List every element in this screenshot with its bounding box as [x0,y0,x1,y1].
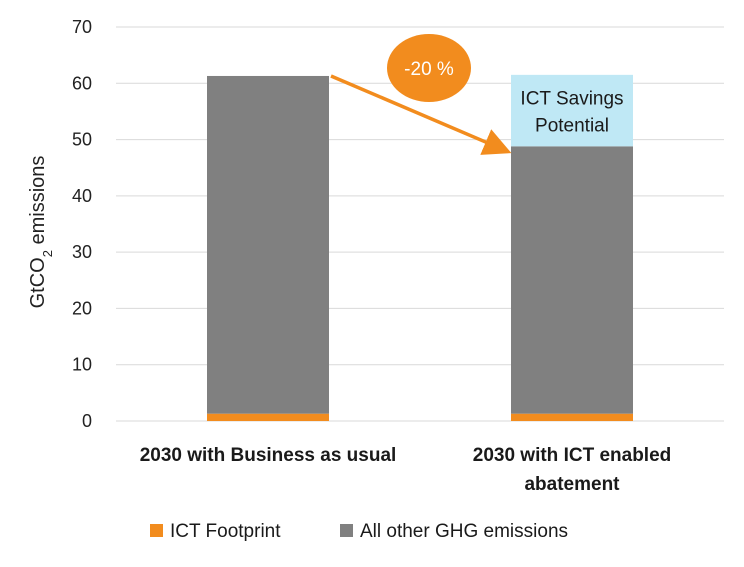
legend-label: ICT Footprint [170,521,281,542]
x-axis-categories: 2030 with Business as usual 2030 with ICT… [140,445,672,495]
bar-segment [207,413,329,421]
y-tick-label: 10 [72,355,92,375]
y-axis-ticks: 0 10 20 30 40 50 60 70 [72,17,92,431]
y-tick-label: 50 [72,130,92,150]
legend-swatch [340,524,353,537]
y-tick-label: 40 [72,186,92,206]
legend-label: All other GHG emissions [360,521,568,542]
bar-segment [511,413,633,421]
y-axis-label-main: GtCO [27,257,49,308]
legend-swatch [150,524,163,537]
y-tick-label: 70 [72,17,92,37]
y-tick-label: 20 [72,298,92,318]
y-axis-label: GtCO2 emissions [27,156,55,309]
bar-segment [207,75,329,414]
legend: ICT Footprint All other GHG emissions [150,521,568,542]
y-tick-label: 60 [72,73,92,93]
bar-segment [511,146,633,414]
x-category-label: 2030 with Business as usual [140,445,397,466]
x-category-label: abatement [524,474,620,495]
y-tick-label: 30 [72,242,92,262]
y-tick-label: 0 [82,411,92,431]
reduction-arrow [330,74,512,155]
savings-label: ICT Savings [520,89,623,110]
annotations: ICT Savings Potential -20 % [330,34,624,155]
reduction-badge-label: -20 % [404,59,454,80]
y-axis-label-suffix: emissions [27,156,49,250]
bars [207,74,633,421]
reduction-badge [387,34,471,102]
x-category-label: 2030 with ICT enabled [473,445,672,466]
y-axis-label-subscript: 2 [40,250,55,257]
savings-segment [511,74,633,147]
savings-label: Potential [535,116,609,137]
